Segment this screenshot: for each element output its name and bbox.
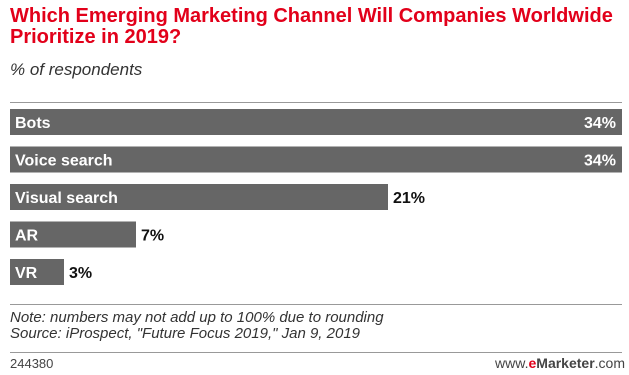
bar-voice-search [10, 146, 622, 173]
chart-title: Which Emerging Marketing Channel Will Co… [10, 5, 613, 48]
top-divider [10, 102, 622, 103]
footer-divider [10, 352, 622, 353]
value-label: 21% [393, 190, 425, 207]
brand-prefix: www. [495, 355, 529, 371]
value-label: 34% [584, 153, 616, 170]
chart-id: 244380 [10, 356, 54, 371]
value-label: 7% [141, 228, 164, 245]
brand-accent: e [528, 355, 537, 371]
brand-logo: www.eMarketer.com [495, 355, 625, 371]
category-label: Visual search [15, 190, 118, 207]
value-label: 34% [584, 115, 616, 132]
chart-notes: Note: numbers may not add up to 100% due… [10, 310, 384, 342]
bottom-divider [10, 304, 622, 305]
bar-visual-search [10, 184, 388, 210]
brand-name: Marketer [536, 355, 595, 371]
category-label: VR [15, 265, 38, 282]
value-label: 3% [69, 265, 92, 282]
category-label: Voice search [15, 153, 113, 170]
source-text: Source: iProspect, "Future Focus 2019," … [10, 325, 361, 342]
category-label: Bots [15, 115, 51, 132]
brand-suffix: .com [594, 355, 625, 371]
bar-vr [10, 259, 64, 285]
bar-chart: Bots 34% Voice search 34% Visual search 21% AR… [10, 109, 622, 285]
chart-subtitle: % of respondents [10, 60, 143, 79]
category-label: AR [15, 228, 39, 245]
bar-bots [10, 109, 622, 135]
note-text: Note: numbers may not add up to 100% due… [10, 309, 384, 326]
bar-ar [10, 221, 136, 248]
